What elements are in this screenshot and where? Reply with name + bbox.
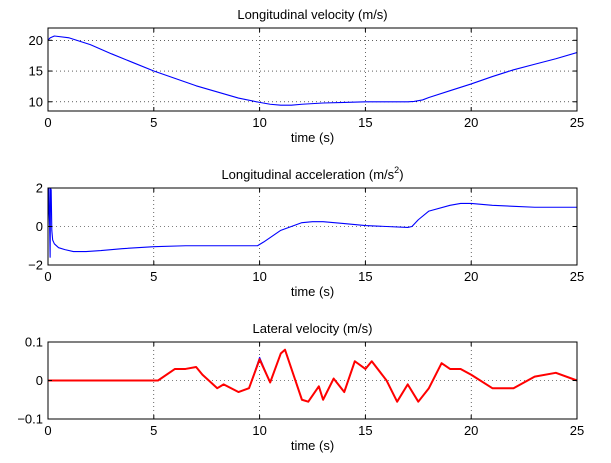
x-tick-label: 15 [358, 423, 372, 438]
x-tick-label: 5 [150, 423, 157, 438]
y-tick-label: 20 [29, 33, 43, 48]
subplot-1: 0 5 10 15 20 25 10 15 20 time (s) Longitudinal vel… [29, 7, 585, 145]
x-tick-label: 15 [358, 269, 372, 284]
x-tick-label: 25 [570, 423, 584, 438]
x-tick-label: 25 [570, 269, 584, 284]
y-tick-label: 10 [29, 94, 43, 109]
y-tick-label: 0 [36, 219, 43, 234]
chart-title: Longitudinal acceleration (m/s2) [221, 165, 403, 182]
x-tick-label: 10 [252, 115, 266, 130]
chart-title: Lateral velocity (m/s) [253, 321, 373, 336]
y-tick-label: 2 [36, 181, 43, 196]
y-tick-label: 0 [36, 373, 43, 388]
x-axis-label: time (s) [291, 438, 334, 453]
x-tick-label: 15 [358, 115, 372, 130]
x-tick-label: 0 [44, 115, 51, 130]
y-tick-label: 0.1 [25, 335, 43, 350]
subplot-2: 0510152025−202time (s)Longitudinal accel… [28, 165, 584, 299]
y-tick-label: 15 [29, 64, 43, 79]
x-tick-label: 20 [464, 269, 478, 284]
x-tick-label: 10 [252, 423, 266, 438]
x-tick-label: 25 [570, 115, 584, 130]
y-tick-label: −0.1 [17, 412, 43, 427]
x-tick-label: 20 [464, 423, 478, 438]
x-tick-label: 0 [44, 423, 51, 438]
x-tick-label: 5 [150, 115, 157, 130]
y-tick-label: −2 [28, 258, 43, 273]
x-tick-label: 0 [44, 269, 51, 284]
x-axis-label: time (s) [291, 130, 334, 145]
title-suffix: ) [399, 167, 403, 182]
x-axis-label: time (s) [291, 284, 334, 299]
chart-title: Longitudinal velocity (m/s) [237, 7, 387, 22]
x-tick-label: 10 [252, 269, 266, 284]
x-tick-label: 20 [464, 115, 478, 130]
subplot-3: 0510152025−0.100.1time (s)Lateral veloci… [17, 321, 584, 453]
x-tick-label: 5 [150, 269, 157, 284]
